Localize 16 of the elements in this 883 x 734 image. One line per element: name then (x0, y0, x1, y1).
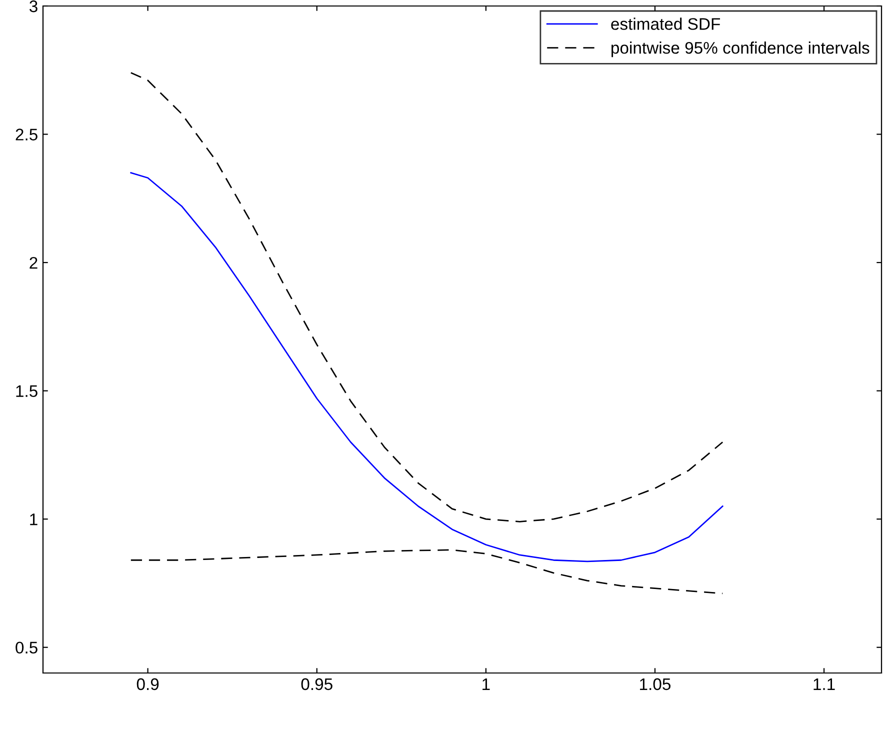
y-tick-label: 0.5 (16, 642, 38, 654)
x-tick-label: 0.95 (301, 678, 332, 690)
line-series (130, 172, 724, 562)
x-tick-label: 1.05 (640, 678, 670, 690)
y-tick-label: 2 (30, 256, 38, 269)
x-tick-label: 0.9 (136, 678, 159, 690)
y-tick-label: 1.5 (16, 385, 38, 398)
y-tick-label: 1 (30, 514, 38, 526)
y-tick-label: 2.5 (16, 128, 38, 140)
x-tick-label: 1.1 (814, 678, 835, 690)
y-tick-label: 3 (30, 0, 38, 12)
legend-label: pointwise 95% confidence intervals (612, 42, 870, 58)
legend-label: estimated SDF (611, 18, 720, 30)
line-series (130, 72, 724, 522)
x-tick-label: 1 (482, 678, 490, 690)
line-series (130, 549, 724, 594)
